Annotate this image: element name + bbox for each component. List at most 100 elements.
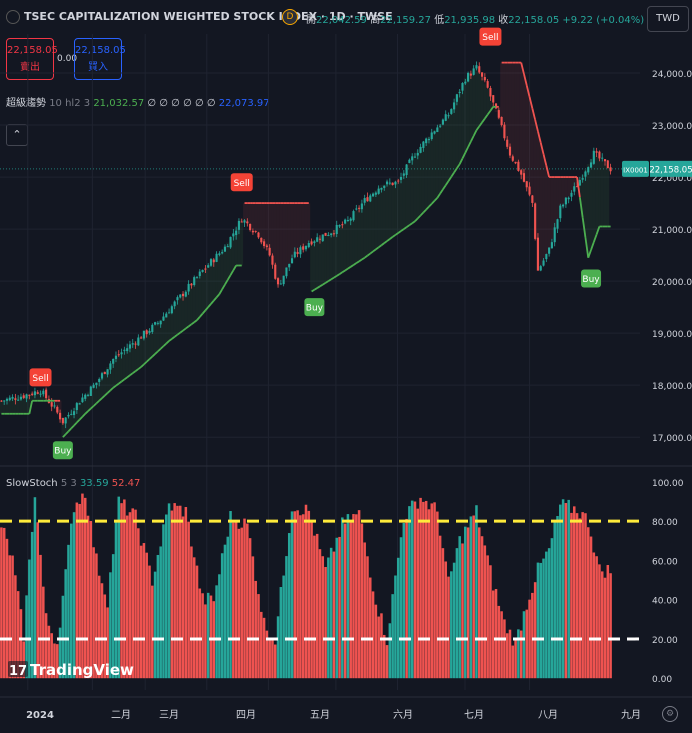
supertrend-band [469, 73, 473, 142]
stoch-bar [528, 599, 531, 679]
time-tick-label: 四月 [236, 709, 256, 721]
stoch-bar [285, 556, 288, 679]
supertrend-segment [62, 433, 67, 438]
stoch-bar [299, 515, 302, 679]
candle-body [372, 193, 375, 197]
stoch-bar [28, 559, 31, 679]
supertrend-segment [486, 110, 492, 116]
candle-body [181, 293, 185, 297]
stoch-bar [282, 575, 285, 679]
gear-icon[interactable]: ⚙ [662, 706, 678, 722]
supertrend-band [153, 325, 157, 354]
supertrend-band [349, 217, 353, 267]
stoch-bar [327, 557, 330, 679]
supertrend-segment [366, 252, 371, 257]
supertrend-band [564, 177, 568, 201]
supertrend-segment [336, 273, 341, 277]
supertrend-segment [188, 323, 192, 328]
sell-button[interactable]: 22,158.05 賣出 [6, 38, 58, 80]
signal-marker [304, 298, 325, 317]
buy-button[interactable]: 22,158.05 買入 [74, 38, 126, 80]
stoch-bar [609, 573, 612, 679]
supertrend-segment [143, 361, 148, 366]
buy-signal-label: Buy [582, 275, 600, 285]
supertrend-segment [126, 374, 131, 379]
supertrend-segment [339, 271, 343, 275]
supertrend-band [503, 62, 506, 137]
supertrend-band [299, 203, 302, 250]
chevron-up-icon: ⌃ [12, 128, 22, 141]
supertrend-segment [313, 287, 318, 291]
stoch-bar [156, 554, 160, 679]
stoch-bar [603, 577, 607, 679]
supertrend-segment [406, 224, 410, 228]
supertrend-band [343, 223, 347, 271]
candle-body [0, 400, 3, 402]
stoch-bar [394, 575, 397, 679]
supertrend-band [128, 345, 132, 376]
indicator-value-2: 22,073.97 [218, 98, 270, 109]
supertrend-band [204, 267, 207, 311]
supertrend-band [265, 203, 269, 250]
candle-body [408, 159, 411, 163]
candle-body [366, 197, 369, 202]
time-tick-label: 九月 [621, 709, 641, 721]
candle-body [92, 384, 95, 388]
supertrend-band [287, 203, 291, 264]
candle-body [112, 358, 115, 364]
currency-selector[interactable]: TWD [647, 6, 689, 32]
stoch-bar [483, 545, 487, 679]
stoch-bar [329, 547, 333, 679]
symbol-title[interactable]: TSEC CAPITALIZATION WEIGHTED STOCK INDEX… [6, 10, 393, 24]
candle-body [193, 277, 196, 286]
supertrend-segment [411, 220, 416, 224]
supertrend-band [162, 316, 165, 347]
supertrend-band [455, 96, 459, 169]
delayed-badge[interactable]: D [282, 9, 298, 25]
candle-body [145, 330, 148, 335]
stoch-bar [61, 595, 65, 679]
stoch-bar [134, 509, 137, 679]
candle-body [243, 220, 246, 223]
supertrend-band [382, 184, 386, 244]
supertrend-segment [193, 319, 198, 323]
candle-body [567, 197, 570, 200]
supertrend-band [360, 203, 364, 260]
supertrend-band [92, 385, 96, 406]
supertrend-segment [355, 260, 360, 264]
stoch-bar [254, 580, 257, 679]
supertrend-band [285, 203, 288, 270]
price-tick-label: 22,000.00 [652, 174, 692, 184]
stoch-legend[interactable]: SlowStoch 5 3 33.59 52.47 [6, 478, 140, 489]
supertrend-band [405, 167, 408, 228]
stoch-bar [19, 609, 23, 679]
supertrend-band [567, 177, 571, 197]
stoch-bar [165, 514, 168, 679]
stoch-bar [16, 591, 20, 679]
high-label: 高 [370, 15, 381, 26]
supertrend-band [595, 156, 599, 235]
supertrend-band [346, 221, 350, 269]
stoch-bar [123, 499, 126, 679]
supertrend-band [435, 126, 439, 198]
supertrend-segment [148, 355, 153, 360]
candle-body [391, 182, 394, 185]
supertrend-segment [140, 363, 145, 368]
supertrend-band [326, 232, 330, 282]
supertrend-segment [375, 246, 380, 251]
supertrend-band [408, 163, 411, 226]
supertrend-segment [210, 300, 215, 305]
supertrend-segment [422, 208, 427, 214]
supertrend-band [581, 174, 585, 218]
stoch-bar [464, 526, 467, 679]
supertrend-band [542, 154, 545, 261]
stoch-bar [592, 552, 596, 679]
candle-body [126, 348, 129, 352]
supertrend-band [25, 394, 28, 414]
stoch-bar [503, 619, 506, 679]
supertrend-legend[interactable]: 超級趨勢 10 hl2 3 21,032.57 ∅ ∅ ∅ ∅ ∅ ∅ 22,0… [6, 94, 270, 109]
stoch-bar [47, 625, 51, 679]
supertrend-segment [428, 203, 433, 208]
candle-body [19, 396, 23, 400]
